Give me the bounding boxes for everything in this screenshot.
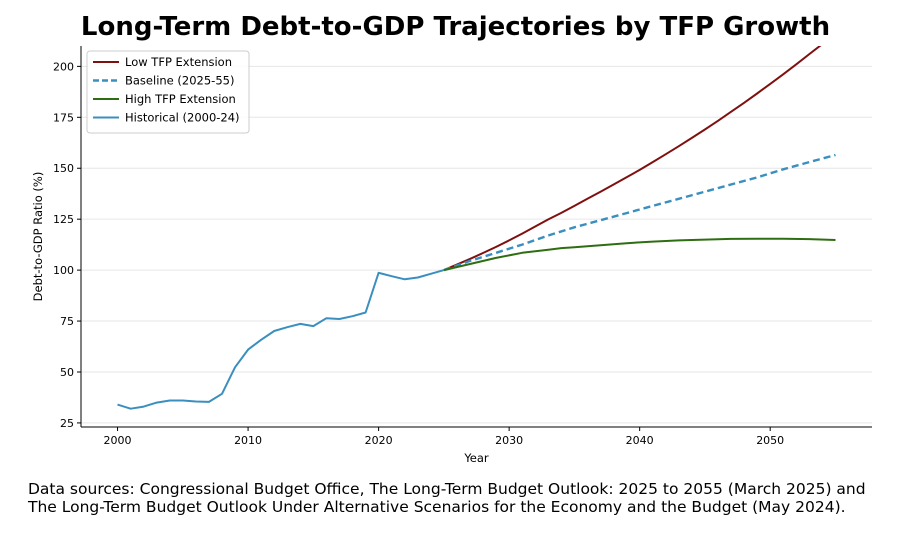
x-tick-label-2050: 2050 — [756, 434, 784, 447]
legend-box — [86, 50, 250, 134]
legend-label-historical-2000-24: Historical (2000-24) — [125, 111, 240, 125]
x-tick-label-2000: 2000 — [104, 434, 132, 447]
x-tick-label-2010: 2010 — [234, 434, 262, 447]
legend-label-baseline-2025-55: Baseline (2025-55) — [125, 74, 234, 88]
x-tick-label-2030: 2030 — [495, 434, 523, 447]
caption-line-1: Data sources: Congressional Budget Offic… — [28, 480, 866, 498]
y-axis-label: Debt-to-GDP Ratio (%) — [31, 172, 45, 302]
y-tick-label-25: 25 — [60, 417, 74, 430]
y-tick-label-175: 175 — [53, 111, 74, 124]
y-tick-label-150: 150 — [53, 162, 74, 175]
legend-label-low-tfp-extension: Low TFP Extension — [125, 55, 232, 69]
series-line-high-tfp-extension — [443, 237, 836, 272]
axes-layer: 25 50 75 100 125 150 175 200 2000 2010 2020 2030 204… — [53, 46, 872, 447]
y-tick-label-75: 75 — [60, 315, 74, 328]
y-tick-label-200: 200 — [53, 60, 74, 73]
x-tick-label-2040: 2040 — [626, 434, 654, 447]
legend: Low TFP Extension Baseline (2025-55) High … — [86, 50, 250, 134]
series-line-baseline-2025-55 — [443, 153, 836, 272]
caption-line-2: The Long-Term Budget Outlook Under Alter… — [28, 498, 846, 516]
x-axis-label: Year — [463, 451, 489, 465]
y-tick-label-50: 50 — [60, 366, 74, 379]
legend-label-high-tfp-extension: High TFP Extension — [125, 92, 236, 106]
y-tick-label-125: 125 — [53, 213, 74, 226]
y-tick-label-100: 100 — [53, 264, 74, 277]
chart-title: Long-Term Debt-to-GDP Trajectories by TF… — [80, 12, 831, 42]
series-line-historical-2000-24 — [117, 269, 445, 410]
data-sources-caption: Data sources: Congressional Budget Offic… — [28, 480, 898, 516]
x-tick-label-2020: 2020 — [365, 434, 393, 447]
series-layer — [117, 46, 836, 410]
series-line-low-tfp-extension — [443, 46, 822, 272]
